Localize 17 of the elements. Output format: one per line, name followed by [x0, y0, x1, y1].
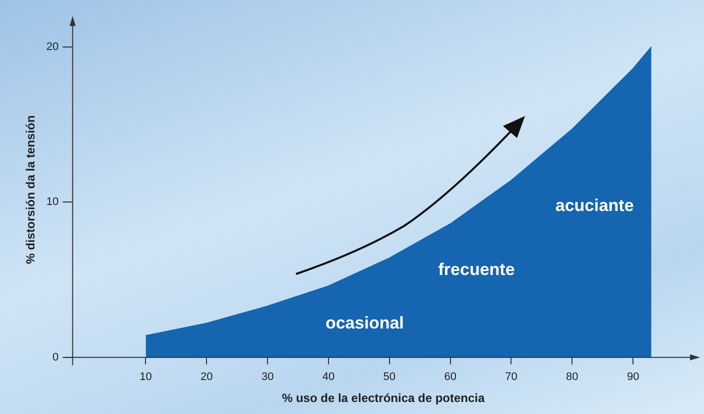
x-tick-label: 30	[261, 371, 274, 384]
annotation: ocasional	[325, 314, 404, 333]
x-tick-label: 70	[505, 371, 518, 384]
x-tick-label: 50	[383, 371, 396, 384]
x-tick-label: 10	[140, 371, 152, 384]
annotation: frecuente	[438, 260, 515, 279]
annotation: acuciante	[555, 196, 634, 216]
x-tick-label: 20	[200, 371, 213, 384]
x-tick-label: 80	[566, 371, 578, 384]
x-axis-title: % uso de la electrónica de potencia	[282, 391, 486, 406]
y-tick-label: 10	[46, 196, 59, 208]
x-tick-label: 90	[626, 371, 640, 384]
x-tick-label: 40	[322, 371, 335, 384]
y-tick-label: 20	[46, 40, 59, 53]
x-tick-label: 60	[444, 371, 456, 384]
y-tick-label: 0	[52, 351, 59, 364]
y-axis-title: % distorsión da la tensión	[24, 115, 38, 264]
